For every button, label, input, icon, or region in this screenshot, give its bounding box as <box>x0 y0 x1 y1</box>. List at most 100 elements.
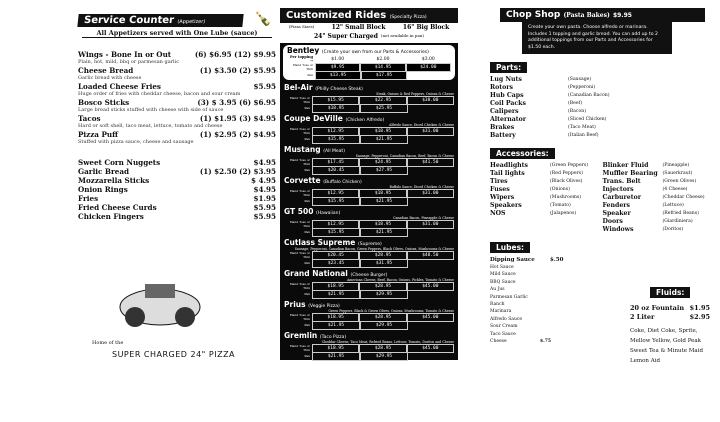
price-cell: $27.95 <box>360 165 408 175</box>
size-label: (Pizza Sizes) <box>288 24 315 29</box>
pizza-subtitle: (Veggie Pizza) <box>308 304 340 309</box>
pizza-gremlin: Gremlin (Taco Pizza) Cheddar Cheese, Taco… <box>280 330 458 361</box>
row-label: Hand Toss or Thin <box>292 63 313 71</box>
price-cell: $21.95 <box>360 134 408 144</box>
price-cell: $45.00 <box>406 343 454 353</box>
slogan: SUPER CHARGED 24" PIZZA <box>112 350 236 359</box>
part-item: Calipers (Bacon) <box>480 108 705 116</box>
accessory-name: Windows <box>602 226 634 233</box>
part-topping: (Bacon) <box>568 109 586 114</box>
pizza-toppings: Alfredo Sauce, Diced Chicken & Cheese <box>389 123 454 127</box>
row-label: Pan <box>304 323 310 327</box>
accessory-topping: (4 Cheese) <box>662 187 688 192</box>
accessory-topping: (Green Peppers) <box>550 163 589 168</box>
price-cell: $21.95 <box>312 320 360 330</box>
part-item: Battery (Italian Beef) <box>480 132 705 140</box>
row-label: Hand Toss or Thin <box>289 282 310 290</box>
accessory-name: Doors <box>602 218 623 225</box>
accessory-topping: (Mushrooms) <box>550 195 582 200</box>
part-topping: (Taco Meat) <box>568 125 596 130</box>
sauce-item: Taco Sauce <box>490 331 516 337</box>
home-of-label: Home of the <box>92 340 124 346</box>
part-topping: (Italian Beef) <box>568 133 599 138</box>
part-topping: (Sausage) <box>568 77 592 82</box>
part-name: Alternator <box>490 116 526 123</box>
price-cell: $24.00 <box>405 62 451 72</box>
item-description: Large bread sticks stuffed with cheese w… <box>78 107 224 113</box>
row-label: Pan <box>304 261 310 265</box>
item-name: Pizza Puff <box>78 130 118 139</box>
part-item: Brakes (Taco Meat) <box>480 124 705 132</box>
row-label: Hand Toss or Thin <box>289 313 310 321</box>
row-label: Pan <box>304 199 310 203</box>
pizza-name: Bel-Air <box>284 83 313 92</box>
accessory-topping: (Tomato) <box>550 203 571 208</box>
item-name: Garlic Bread <box>78 167 130 176</box>
accessory-item: Fenders (Lettuce) <box>593 202 706 210</box>
per-topping-label: Per topping → <box>290 55 313 63</box>
sauce-item: Ranch <box>490 302 505 308</box>
dipping-sauce: Dipping Sauce <box>490 257 535 263</box>
menu-item: Fried Cheese Curds $5.95 <box>78 203 276 212</box>
pizza-toppings: American Cheese, Beef, Bacon, Onions, Pi… <box>347 278 454 282</box>
menu-item: Pizza Puff (1) $2.95 (2) $4.95 Stuffed wit… <box>78 130 276 146</box>
cheese-sauce: Cheese <box>490 339 507 345</box>
row-label: Hand Toss or Thin <box>289 251 310 259</box>
price-cell: $25.95 <box>360 103 408 113</box>
topping-price: $3.00 <box>421 56 435 62</box>
pizza-name: Cutlass Supreme <box>284 238 356 247</box>
accessory-topping: (Onions) <box>550 187 570 192</box>
pizza-name: Corvette <box>284 176 321 185</box>
pizza-coupe-deville: Coupe DeVille (Chicken Alfredo) Alfredo S… <box>280 113 458 144</box>
accessory-name: Injectors <box>602 186 634 193</box>
accessory-name: Tires <box>490 178 508 185</box>
pizza-toppings: Cheddar Cheese, Taco Meat, Refried Beans… <box>321 340 454 344</box>
price-cell: $29.95 <box>360 289 408 299</box>
item-name: Mozzarella Sticks <box>78 176 150 185</box>
pizza-bel-air: Bel-Air (Philly Cheese Steak) Steak, Onio… <box>280 82 458 113</box>
drink-name: 2 Liter <box>630 313 655 321</box>
row-label: Hand Toss or Thin <box>289 127 310 135</box>
accessory-name: Tail lights <box>490 170 525 177</box>
item-price: $4.95 <box>253 158 276 167</box>
service-counter-section: Service Counter (Appetizer) 🍾 All Appeti… <box>77 8 276 221</box>
item-name: Bosco Sticks <box>78 98 130 107</box>
menu-item: Bosco Sticks (3) $ 3.95 (6) $6.95 Large br… <box>78 98 276 114</box>
row-label: Hand Toss or Thin <box>289 96 310 104</box>
pizza-subtitle: (Cheese Burger) <box>350 273 388 278</box>
menu-item: Garlic Bread (1) $2.50 (2) $3.95 <box>78 167 276 176</box>
part-item: Lug Nuts (Sausage) <box>480 76 705 84</box>
sauce-item: Mild Sauce <box>490 272 516 278</box>
accessory-name: Fenders <box>602 202 631 209</box>
pizza-subtitle: (All Meat) <box>323 149 345 154</box>
service-counter-title: Service Counter (Appetizer) <box>77 14 244 27</box>
pizza-prius: Prius (Veggie Pizza) Green Peppers, Black… <box>280 299 458 330</box>
part-name: Battery <box>490 132 516 139</box>
item-name: Cheese Bread <box>78 66 134 75</box>
size-super: 24" Super Charged <box>313 33 378 40</box>
accessory-item: Windows (Doritos) <box>593 226 706 234</box>
part-item: Hub Caps (Canadian Bacon) <box>480 92 705 100</box>
pizza-subtitle: (Create your own from our Parts & Access… <box>321 50 429 55</box>
accessory-topping: (Lettuce) <box>662 203 684 208</box>
drink-price: $1.95 <box>689 304 710 312</box>
pizza-name: Bentley <box>287 46 320 55</box>
accessory-item: Doors (Giardiniera) <box>593 218 706 226</box>
row-label: Pan <box>304 230 310 234</box>
menu-item: Tacos (1) $1.95 (3) $4.95 Hard or soft she… <box>78 114 276 130</box>
accessory-item: Muffler Bearing (Sauerkraut) <box>593 170 706 178</box>
pizza-toppings: Buffalo Sauce, Diced Chicken & Cheese <box>389 185 454 189</box>
item-price: (6) $6.95 (12) $9.95 <box>194 50 276 59</box>
part-topping: (Pepperoni) <box>568 85 596 90</box>
accessory-topping: (Pineapple) <box>662 163 690 168</box>
price-cell: $31.00 <box>406 219 454 229</box>
menu-item: Cheese Bread (1) $3.50 (2) $5.95 Garlic br… <box>78 66 276 82</box>
row-label: Pan <box>304 354 310 358</box>
sauce-item: BBQ Sauce <box>490 279 516 285</box>
accessories-title: Accessories: <box>490 148 555 159</box>
item-name: Sweet Corn Nuggets <box>78 158 161 167</box>
row-label: Hand Toss or Thin <box>289 220 310 228</box>
accessory-item: Blinker Fluid (Pineapple) <box>593 162 706 170</box>
sauce-item: Marinara <box>490 309 512 315</box>
item-price: (1) $1.95 (3) $4.95 <box>199 114 276 123</box>
